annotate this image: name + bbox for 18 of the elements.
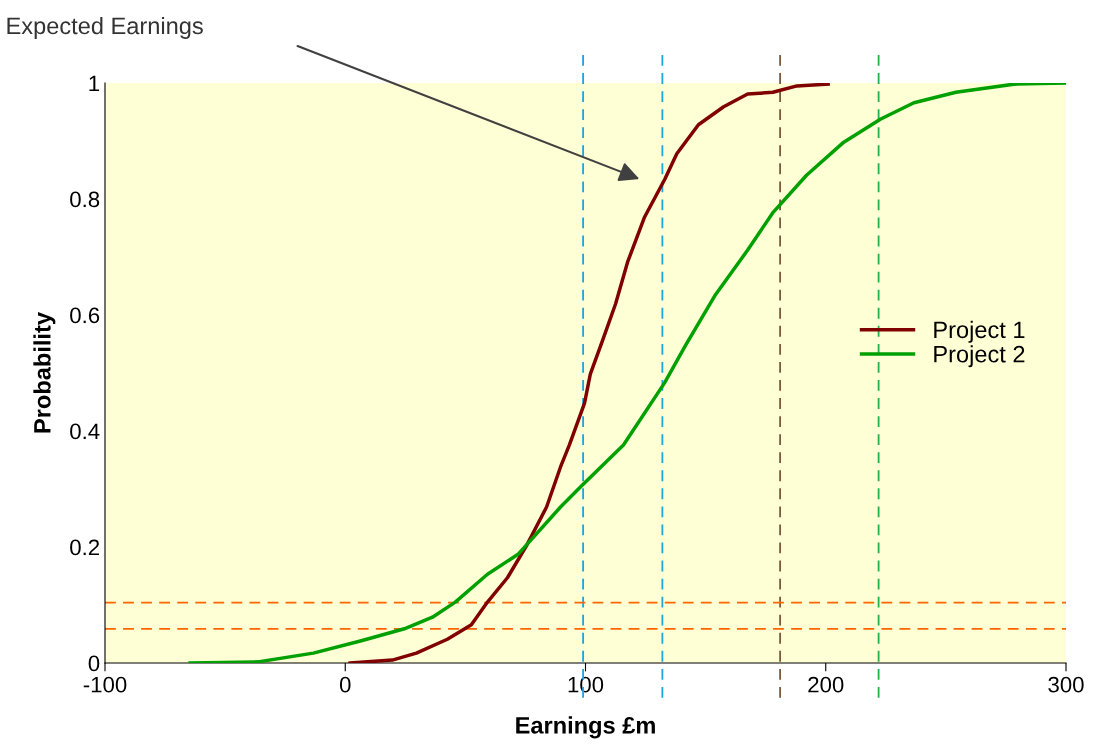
line-series — [348, 83, 830, 663]
x-tick-label: 100 — [568, 676, 604, 693]
y-tick-label: 0.4 — [70, 423, 100, 440]
x-axis-title: Earnings £m — [516, 716, 655, 739]
y-tick-label: 1 — [89, 75, 100, 92]
y-axis-title: Probability — [33, 312, 56, 433]
x-tick-label: 300 — [1048, 676, 1084, 693]
x-tick-label: -100 — [83, 676, 127, 693]
x-tick-label: 0 — [339, 676, 351, 693]
line-series — [188, 83, 1066, 663]
x-tick-label: 200 — [808, 676, 844, 693]
y-tick-label: 0 — [88, 655, 100, 672]
y-tick-label: 0.2 — [70, 539, 100, 556]
legend-label: Project 2 — [934, 345, 1025, 368]
y-tick-label: 0.6 — [70, 307, 100, 324]
text: Expected Earnings — [7, 16, 203, 39]
y-tick-label: 0.8 — [70, 191, 100, 208]
legend-label: Project 1 — [934, 320, 1025, 343]
